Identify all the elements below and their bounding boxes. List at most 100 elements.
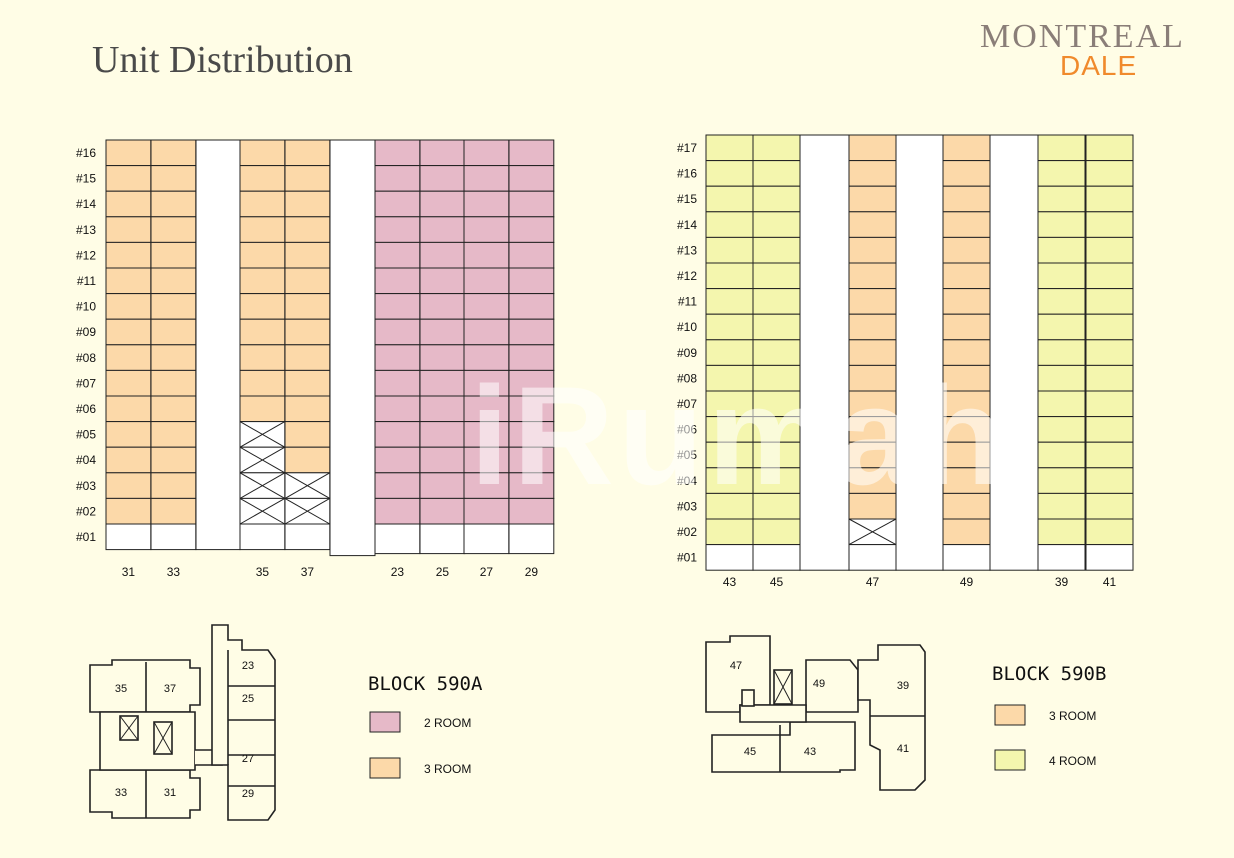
unit-cell [419,446,466,474]
unit-cell [463,497,510,525]
corridor [195,139,241,551]
unit-cell [1085,544,1134,571]
unit-cell [1037,160,1086,187]
unit-cell [284,344,331,371]
unit-cell [1085,313,1134,341]
unit-cell [239,293,286,320]
unit-cell [239,523,286,551]
unit-cell [1085,390,1134,418]
lift-cross-line [239,497,286,525]
floor-label: #06 [677,423,697,437]
plan-wing-outline [857,644,926,791]
unit-cell [508,241,555,269]
unit-cell [1085,211,1134,238]
legend-swatch [994,704,1026,726]
unit-cell [150,190,197,218]
unit-cell [942,339,991,366]
lift-cross-line [153,721,173,755]
plan-wing-outline [89,769,201,819]
unit-cell [705,339,754,366]
unit-cell [508,216,555,243]
floor-label: #12 [677,269,697,283]
unit-cell [942,288,991,315]
unit-cell [419,497,466,525]
unit-cell [848,236,897,264]
plan-unit-label: 43 [804,746,816,758]
unit-cell [705,492,754,520]
unit-cell [508,293,555,320]
plan-unit-label: 41 [897,743,909,755]
unit-cell [1085,262,1134,290]
unit-cell [1085,518,1134,546]
unit-cell [239,216,286,243]
unit-cell [705,313,754,341]
unit-cell [419,344,466,371]
floor-label: #05 [677,448,697,462]
unit-cell [419,395,466,423]
unit-cell [463,395,510,423]
unit-cell [508,139,555,167]
unit-cell [848,492,897,520]
unit-cell [752,313,801,341]
unit-cell [374,139,421,167]
unit-cell [848,339,897,366]
unit-cell [374,421,421,448]
unit-cell [284,216,331,243]
unit-cell [284,446,331,474]
unit-number-label: 25 [436,565,450,579]
plan-unit-label: 47 [730,660,742,672]
floor-label: #16 [76,146,96,160]
unit-cell [1085,236,1134,264]
unit-cell [374,523,421,555]
unit-cell [463,139,510,167]
unit-cell [105,395,152,423]
plan-lift [741,689,755,707]
floor-label: #17 [677,141,697,155]
floor-label: #01 [76,530,96,544]
unit-number-label: 41 [1103,575,1117,589]
unit-cell [848,160,897,187]
unit-cell [752,441,801,469]
unit-cell [1085,185,1134,213]
unit-cell [942,416,991,443]
unit-cell [284,139,331,167]
floor-label: #02 [76,504,96,518]
legend-swatch [994,749,1026,771]
unit-cell [239,190,286,218]
unit-cell [508,421,555,448]
unit-cell [419,523,466,555]
unit-cell [463,267,510,295]
unit-cell [239,267,286,295]
unit-cell [705,416,754,443]
unit-cell [752,288,801,315]
unit-cell [463,165,510,192]
block-b-elevation: #17 #16 #15 #14 #13 #12 #11 #10 #09 #08 #07 #06 #05 #… [677,134,1134,589]
corridor [989,134,1039,571]
floor-label: #13 [76,223,96,237]
unit-cell [105,446,152,474]
unit-cell [752,134,801,162]
unit-number-label: 47 [866,575,880,589]
floor-label: #05 [76,428,96,442]
plan-unit-label: 25 [242,693,254,705]
unit-cell [1037,211,1086,238]
floor-label: #02 [677,525,697,539]
logo-dale: DALE [1060,50,1138,81]
unit-cell [419,139,466,167]
unit-cell [1085,441,1134,469]
unit-cell [508,267,555,295]
unit-cell [105,139,152,167]
unit-cell [374,241,421,269]
lift-cross-line [239,446,286,474]
unit-cell [374,472,421,499]
unit-cell [105,472,152,499]
unit-cell [374,318,421,346]
unit-cell [374,267,421,295]
unit-cell [848,262,897,290]
floor-label: #07 [76,376,96,390]
block-a-floor-plan [89,624,276,821]
unit-cell [752,185,801,213]
unit-number-label: 33 [167,565,181,579]
page-title: Unit Distribution [92,39,353,81]
unit-cell [463,216,510,243]
